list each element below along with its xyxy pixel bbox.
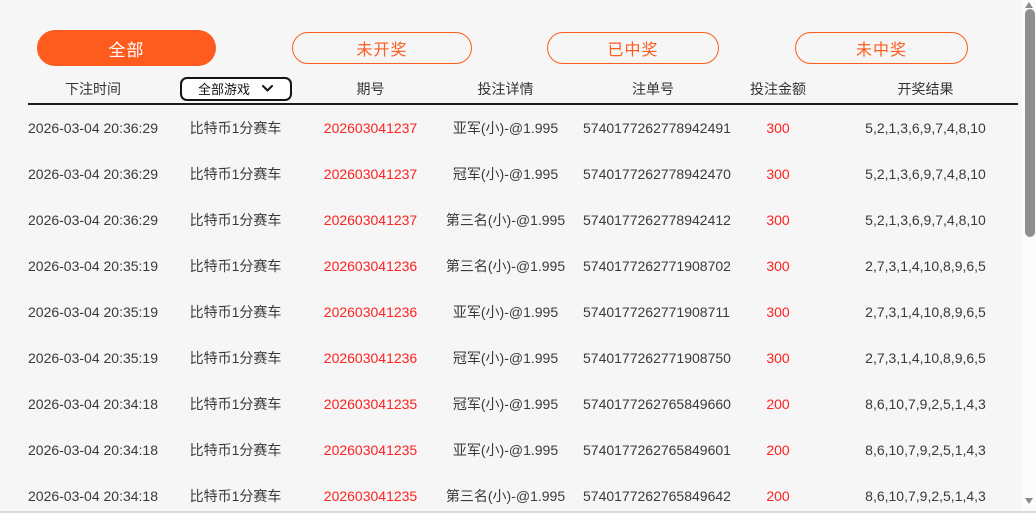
table-header-row: 下注时间 全部游戏 期号 投注详情 注单号 投注金额 开奖结果 bbox=[28, 76, 1018, 105]
cell-time: 2026-03-04 20:36:29 bbox=[28, 212, 158, 228]
cell-result: 2,7,3,1,4,10,8,9,6,5 bbox=[865, 350, 986, 366]
filter-all-button[interactable]: 全部 bbox=[37, 30, 216, 66]
cell-time: 2026-03-04 20:35:19 bbox=[28, 304, 158, 320]
table-row: 2026-03-04 20:36:29 比特币1分赛车 202603041237 第三… bbox=[28, 197, 1018, 243]
cell-result: 8,6,10,7,9,2,5,1,4,3 bbox=[865, 442, 986, 458]
cell-amount: 300 bbox=[766, 166, 790, 182]
game-filter-value: 全部游戏 bbox=[197, 82, 250, 97]
cell-order: 5740177262771908750 bbox=[583, 350, 731, 366]
cell-time: 2026-03-04 20:36:29 bbox=[28, 120, 158, 136]
vertical-scrollbar-thumb[interactable] bbox=[1025, 9, 1035, 237]
scroll-down-icon[interactable] bbox=[1025, 498, 1033, 504]
header-period: 期号 bbox=[356, 80, 385, 97]
cell-order: 5740177262778942491 bbox=[583, 120, 731, 136]
cell-time: 2026-03-04 20:36:29 bbox=[28, 166, 158, 182]
cell-time: 2026-03-04 20:34:18 bbox=[28, 442, 158, 458]
cell-game: 比特币1分赛车 bbox=[189, 166, 282, 182]
header-bet-detail: 投注详情 bbox=[477, 80, 534, 97]
cell-order: 5740177262771908711 bbox=[583, 304, 730, 320]
table-row: 2026-03-04 20:36:29 比特币1分赛车 202603041237 亚军… bbox=[28, 105, 1018, 151]
cell-game: 比特币1分赛车 bbox=[189, 120, 282, 136]
game-filter-select[interactable]: 全部游戏 bbox=[179, 76, 292, 101]
cell-order: 5740177262765849601 bbox=[583, 442, 731, 458]
table-body: 2026-03-04 20:36:29 比特币1分赛车 202603041237 亚军… bbox=[28, 105, 1018, 511]
cell-amount: 300 bbox=[766, 258, 790, 274]
cell-period: 202603041235 bbox=[323, 442, 418, 458]
cell-time: 2026-03-04 20:35:19 bbox=[28, 258, 158, 274]
chevron-down-icon bbox=[262, 85, 273, 92]
bet-history-content: 全部 未开奖 已中奖 未中奖 下注时间 全部游戏 期号 投注详情 注单号 bbox=[0, 0, 1022, 511]
cell-detail: 第三名(小)-@1.995 bbox=[445, 258, 566, 274]
cell-result: 2,7,3,1,4,10,8,9,6,5 bbox=[865, 304, 986, 320]
cell-period: 202603041236 bbox=[323, 258, 418, 274]
cell-game: 比特币1分赛车 bbox=[189, 350, 282, 366]
cell-order: 5740177262765849660 bbox=[583, 396, 731, 412]
table-row: 2026-03-04 20:35:19 比特币1分赛车 202603041236 第三… bbox=[28, 243, 1018, 289]
header-order-number: 注单号 bbox=[632, 80, 674, 97]
cell-detail: 第三名(小)-@1.995 bbox=[445, 488, 566, 504]
cell-time: 2026-03-04 20:35:19 bbox=[28, 350, 158, 366]
filter-button-row: 全部 未开奖 已中奖 未中奖 bbox=[0, 0, 1022, 70]
cell-order: 5740177262765849642 bbox=[583, 488, 731, 504]
cell-game: 比特币1分赛车 bbox=[189, 258, 282, 274]
cell-result: 2,7,3,1,4,10,8,9,6,5 bbox=[865, 258, 986, 274]
cell-amount: 200 bbox=[766, 442, 790, 458]
cell-order: 5740177262778942412 bbox=[583, 212, 731, 228]
filter-won-button[interactable]: 已中奖 bbox=[547, 32, 719, 64]
vertical-scrollbar[interactable] bbox=[1022, 0, 1036, 511]
cell-game: 比特币1分赛车 bbox=[189, 304, 282, 320]
cell-period: 202603041235 bbox=[323, 488, 418, 504]
cell-amount: 200 bbox=[766, 396, 790, 412]
cell-order: 5740177262771908702 bbox=[583, 258, 731, 274]
cell-detail: 冠军(小)-@1.995 bbox=[452, 166, 559, 182]
cell-amount: 200 bbox=[766, 488, 790, 504]
cell-amount: 300 bbox=[766, 304, 790, 320]
table-row: 2026-03-04 20:34:18 比特币1分赛车 202603041235 冠军… bbox=[28, 381, 1018, 427]
cell-game: 比特币1分赛车 bbox=[189, 212, 282, 228]
cell-period: 202603041237 bbox=[323, 120, 418, 136]
filter-lost-button[interactable]: 未中奖 bbox=[795, 32, 968, 64]
cell-detail: 亚军(小)-@1.995 bbox=[452, 120, 559, 136]
scroll-up-icon[interactable] bbox=[1025, 2, 1033, 8]
cell-detail: 冠军(小)-@1.995 bbox=[452, 396, 559, 412]
cell-order: 5740177262778942470 bbox=[583, 166, 731, 182]
header-bet-time: 下注时间 bbox=[65, 80, 121, 97]
cell-period: 202603041235 bbox=[323, 396, 418, 412]
cell-period: 202603041236 bbox=[323, 304, 418, 320]
cell-result: 5,2,1,3,6,9,7,4,8,10 bbox=[865, 166, 986, 182]
cell-detail: 第三名(小)-@1.995 bbox=[445, 212, 566, 228]
cell-result: 8,6,10,7,9,2,5,1,4,3 bbox=[865, 488, 986, 504]
cell-period: 202603041237 bbox=[323, 212, 418, 228]
bet-history-table: 下注时间 全部游戏 期号 投注详情 注单号 投注金额 开奖结果 2026-03-… bbox=[28, 76, 1018, 511]
header-game-filter: 全部游戏 bbox=[158, 76, 313, 101]
table-row: 2026-03-04 20:35:19 比特币1分赛车 202603041236 冠军… bbox=[28, 335, 1018, 381]
cell-detail: 亚军(小)-@1.995 bbox=[452, 304, 559, 320]
table-row: 2026-03-04 20:34:18 比特币1分赛车 202603041235 第三… bbox=[28, 473, 1018, 511]
cell-time: 2026-03-04 20:34:18 bbox=[28, 396, 158, 412]
cell-amount: 300 bbox=[766, 120, 790, 136]
bottom-scroll-area bbox=[0, 511, 1036, 527]
filter-pending-button[interactable]: 未开奖 bbox=[292, 32, 472, 64]
cell-detail: 亚军(小)-@1.995 bbox=[452, 442, 559, 458]
cell-amount: 300 bbox=[766, 212, 790, 228]
cell-amount: 300 bbox=[766, 350, 790, 366]
header-bet-amount: 投注金额 bbox=[750, 80, 806, 97]
table-row: 2026-03-04 20:36:29 比特币1分赛车 202603041237 冠军… bbox=[28, 151, 1018, 197]
cell-period: 202603041236 bbox=[323, 350, 418, 366]
cell-period: 202603041237 bbox=[323, 166, 418, 182]
table-row: 2026-03-04 20:34:18 比特币1分赛车 202603041235 亚军… bbox=[28, 427, 1018, 473]
table-row: 2026-03-04 20:35:19 比特币1分赛车 202603041236 亚军… bbox=[28, 289, 1018, 335]
cell-detail: 冠军(小)-@1.995 bbox=[452, 350, 559, 366]
cell-game: 比特币1分赛车 bbox=[189, 442, 282, 458]
cell-result: 8,6,10,7,9,2,5,1,4,3 bbox=[865, 396, 986, 412]
cell-result: 5,2,1,3,6,9,7,4,8,10 bbox=[865, 120, 986, 136]
cell-game: 比特币1分赛车 bbox=[189, 396, 282, 412]
header-draw-result: 开奖结果 bbox=[897, 80, 954, 97]
cell-time: 2026-03-04 20:34:18 bbox=[28, 488, 158, 504]
cell-result: 5,2,1,3,6,9,7,4,8,10 bbox=[865, 212, 986, 228]
cell-game: 比特币1分赛车 bbox=[189, 488, 282, 504]
